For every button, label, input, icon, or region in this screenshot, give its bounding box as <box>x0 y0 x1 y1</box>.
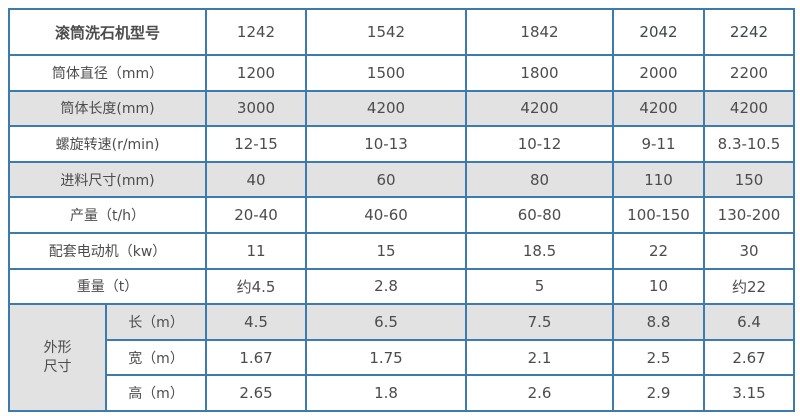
row-label: 进料尺寸(mm) <box>7 160 208 199</box>
spec-value: 12-15 <box>205 125 308 163</box>
table-title: 滚筒洗石机型号 <box>7 8 208 56</box>
spec-value: 11 <box>205 231 308 270</box>
spec-value: 1500 <box>305 54 468 92</box>
row-label: 配套电动机（kw） <box>7 231 208 270</box>
spec-value: 1.67 <box>205 338 308 377</box>
spec-value: 7.5 <box>465 303 615 341</box>
spec-value: 4200 <box>612 89 706 128</box>
spec-value: 约4.5 <box>205 267 308 306</box>
spec-value: 10-12 <box>465 125 615 163</box>
model-column-header: 1542 <box>305 8 468 56</box>
spec-value: 18.5 <box>465 231 615 270</box>
row-label: 长（m） <box>104 303 208 341</box>
spec-value: 2.9 <box>612 374 706 412</box>
spec-table: 滚筒洗石机型号 1242 1542 1842 2042 2242 筒体直径（mm… <box>7 8 796 412</box>
spec-row: 筒体长度(mm) 3000 4200 4200 4200 4200 <box>7 89 796 128</box>
spec-value: 130-200 <box>703 196 796 234</box>
spec-value: 2200 <box>703 54 796 92</box>
row-label: 宽（m） <box>104 338 208 377</box>
spec-value: 4200 <box>703 89 796 128</box>
table-header-row: 滚筒洗石机型号 1242 1542 1842 2042 2242 <box>7 8 796 56</box>
spec-value: 100-150 <box>612 196 706 234</box>
spec-value: 60 <box>305 160 468 199</box>
row-label: 筒体直径（mm） <box>7 54 208 92</box>
spec-value: 8.3-10.5 <box>703 125 796 163</box>
row-label: 筒体长度(mm) <box>7 89 208 128</box>
dimension-row: 外形 尺寸 长（m） 4.5 6.5 7.5 8.8 6.4 <box>8 303 796 412</box>
spec-value: 4200 <box>305 89 468 128</box>
spec-row: 重量（t） 约4.5 2.8 5 10 约22 <box>7 267 796 306</box>
spec-row: 配套电动机（kw） 11 15 18.5 22 30 <box>7 231 796 270</box>
dimension-group-label-line1: 外形 <box>43 339 72 356</box>
model-column-header: 2042 <box>612 8 706 56</box>
spec-row: 筒体直径（mm） 1200 1500 1800 2000 2200 <box>7 54 796 92</box>
spec-value: 9-11 <box>612 125 706 163</box>
spec-value: 40-60 <box>305 196 468 234</box>
row-label: 产量（t/h） <box>7 196 208 234</box>
spec-value: 150 <box>703 160 796 199</box>
spec-value: 6.4 <box>703 303 796 341</box>
model-column-header: 2242 <box>703 8 796 56</box>
spec-row: 进料尺寸(mm) 40 60 80 110 150 <box>7 160 796 199</box>
spec-value: 2.6 <box>465 374 615 412</box>
spec-value: 1.8 <box>305 374 468 412</box>
dimension-row: 宽（m） 1.67 1.75 2.1 2.5 2.67 <box>9 338 796 377</box>
model-column-header: 1242 <box>205 8 308 56</box>
spec-value: 10 <box>612 267 706 306</box>
spec-value: 2.67 <box>703 338 796 377</box>
spec-value: 3.15 <box>703 374 796 412</box>
spec-value: 3000 <box>205 89 308 128</box>
spec-value: 约22 <box>703 267 796 306</box>
spec-value: 2.65 <box>205 374 308 412</box>
spec-value: 2.5 <box>612 338 706 377</box>
spec-value: 8.8 <box>612 303 706 341</box>
spec-row: 螺旋转速(r/min) 12-15 10-13 10-12 9-11 8.3-1… <box>7 125 796 163</box>
row-label: 重量（t） <box>7 267 208 306</box>
spec-value: 40 <box>205 160 308 199</box>
spec-value: 2.8 <box>305 267 468 306</box>
dimension-group-label-line2: 尺寸 <box>43 358 72 375</box>
spec-value: 6.5 <box>305 303 468 341</box>
spec-value: 30 <box>703 231 796 270</box>
spec-value: 15 <box>305 231 468 270</box>
spec-value: 2.1 <box>465 338 615 377</box>
spec-value: 10-13 <box>305 125 468 163</box>
spec-value: 1800 <box>465 54 615 92</box>
spec-value: 5 <box>465 267 615 306</box>
spec-row: 产量（t/h） 20-40 40-60 60-80 100-150 130-20… <box>7 196 796 234</box>
spec-value: 2000 <box>612 54 706 92</box>
row-label: 螺旋转速(r/min) <box>7 125 208 163</box>
spec-value: 4200 <box>465 89 615 128</box>
spec-value: 80 <box>465 160 615 199</box>
spec-value: 110 <box>612 160 706 199</box>
spec-value: 1200 <box>205 54 308 92</box>
model-column-header: 1842 <box>465 8 615 56</box>
row-label: 高（m） <box>104 374 208 412</box>
dimension-row: 高（m） 2.65 1.8 2.6 2.9 3.15 <box>9 374 796 412</box>
spec-value: 22 <box>612 231 706 270</box>
dimension-group-label: 外形 尺寸 <box>8 303 107 412</box>
spec-value: 1.75 <box>305 338 468 377</box>
spec-value: 4.5 <box>205 303 308 341</box>
spec-value: 20-40 <box>205 196 308 234</box>
spec-value: 60-80 <box>465 196 615 234</box>
